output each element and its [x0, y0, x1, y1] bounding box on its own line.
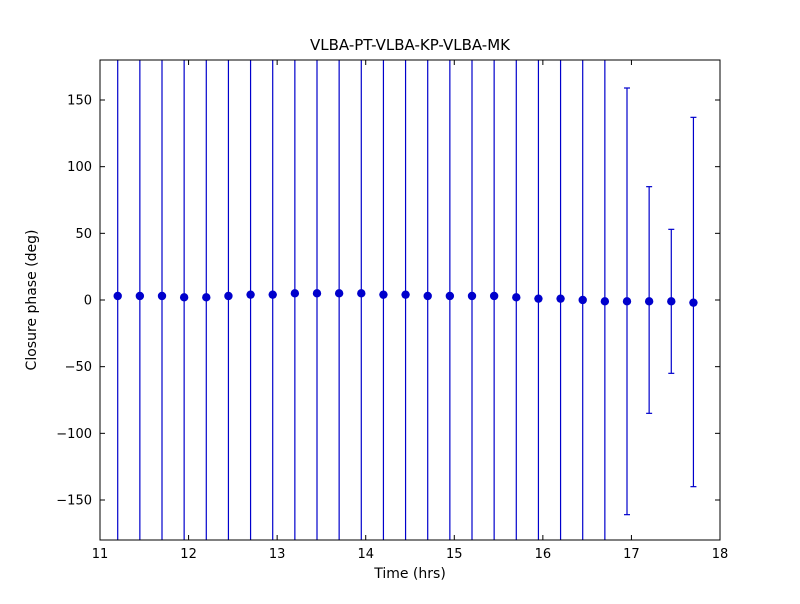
data-point: [290, 289, 300, 298]
x-tick-label: 15: [446, 547, 463, 562]
x-tick-label: 14: [357, 547, 374, 562]
x-tick-label: 17: [623, 547, 640, 562]
x-axis-label: Time (hrs): [373, 566, 446, 582]
data-point: [622, 297, 632, 306]
data-point: [556, 294, 565, 303]
y-tick-label: −100: [56, 427, 92, 442]
y-tick-label: 50: [75, 227, 92, 242]
data-point: [667, 297, 676, 306]
data-point: [644, 297, 654, 306]
y-tick-label: 0: [84, 294, 92, 309]
ticks-layer: [99, 60, 721, 540]
data-point: [224, 291, 233, 301]
chart-title: VLBA-PT-VLBA-KP-VLBA-MK: [310, 36, 511, 54]
error-caps-layer: [624, 87, 697, 516]
data-point: [334, 289, 344, 298]
data-point: [423, 291, 432, 301]
data-point: [534, 294, 543, 303]
x-tick-label: 16: [535, 547, 552, 562]
data-point: [401, 290, 410, 299]
data-point: [689, 298, 698, 307]
y-tick-label: −150: [56, 494, 92, 509]
data-point: [135, 291, 145, 301]
y-tick-label: −50: [65, 360, 92, 375]
y-tick-label: 100: [67, 160, 92, 175]
y-tick-label: 150: [67, 94, 92, 109]
data-point: [600, 297, 610, 306]
data-point: [578, 295, 587, 305]
data-point: [157, 291, 167, 301]
data-point: [467, 291, 477, 301]
data-point: [379, 290, 388, 299]
data-point: [489, 291, 499, 301]
data-point: [512, 293, 521, 302]
data-point: [113, 291, 122, 301]
data-point: [202, 293, 211, 302]
data-point: [268, 290, 277, 299]
data-point: [246, 290, 255, 299]
data-point: [357, 289, 366, 298]
x-tick-label: 13: [269, 547, 286, 562]
x-tick-label: 18: [712, 547, 729, 562]
tick-labels-layer: 11 12 13 14 15 16 17 18 −150 −100 −50 0 50 100 150: [56, 94, 728, 563]
markers-layer: [113, 289, 698, 307]
data-point: [445, 291, 455, 301]
data-point: [312, 289, 322, 298]
data-point: [179, 293, 189, 302]
x-tick-label: 11: [92, 547, 109, 562]
x-tick-label: 12: [180, 547, 197, 562]
y-axis-label: Closure phase (deg): [24, 230, 40, 371]
